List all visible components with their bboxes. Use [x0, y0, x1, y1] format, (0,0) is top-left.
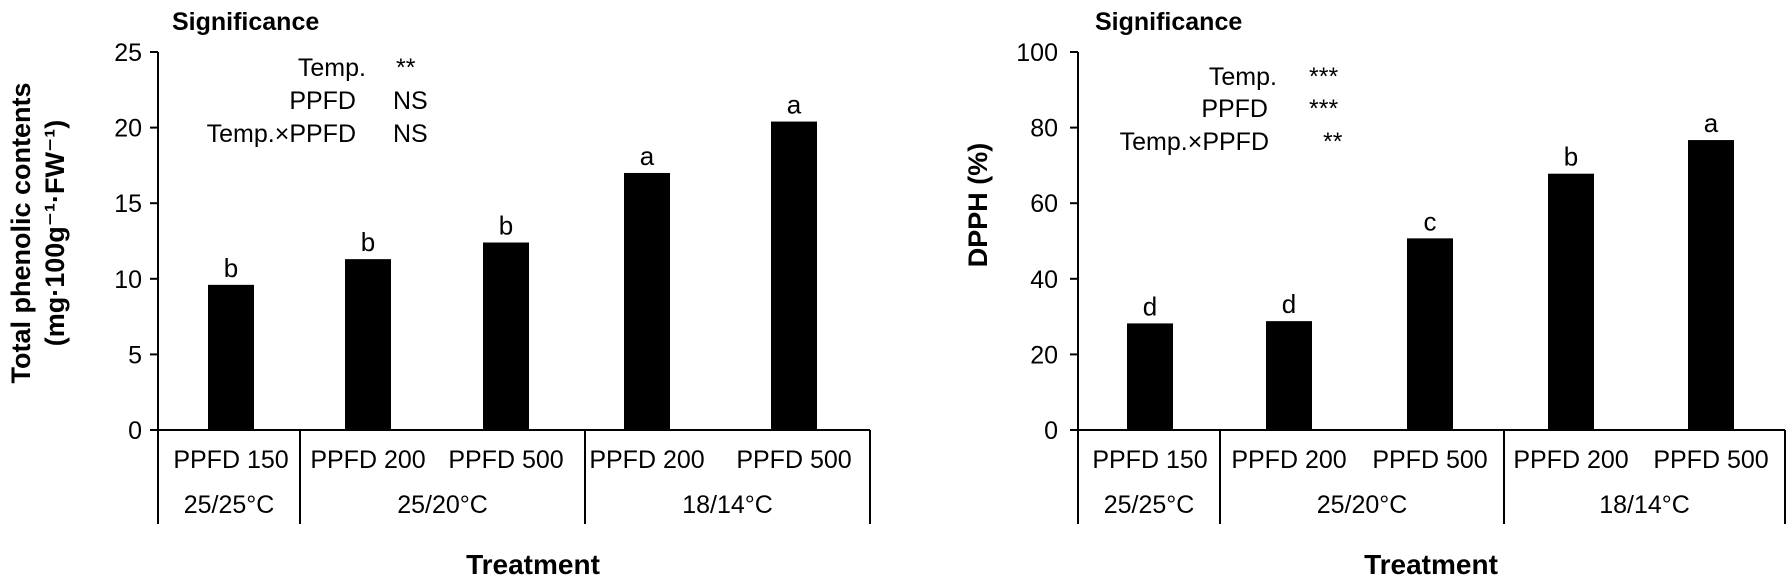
y-axis-label-line2: (mg·100g⁻¹·FW⁻¹): [40, 120, 70, 346]
significance-letter: b: [499, 211, 513, 241]
sig-factor-interaction: Temp.×PPFD: [1120, 128, 1269, 156]
category-label: PPFD 500: [1653, 446, 1768, 474]
sig-factor-ppfd: PPFD: [1201, 95, 1268, 123]
significance-letter: b: [361, 227, 375, 257]
category-label: PPFD 150: [173, 446, 288, 474]
sig-value-interaction: NS: [393, 120, 428, 148]
group-label: 25/25°C: [184, 491, 275, 519]
bars: b b b a a: [208, 90, 817, 430]
significance-letter: a: [787, 90, 802, 120]
category-label: PPFD 500: [448, 446, 563, 474]
significance-letter: b: [1564, 142, 1578, 172]
y-tick-label: 60: [1030, 190, 1058, 218]
sig-value-temp: ***: [1309, 63, 1338, 91]
axes: 0 20 40 60 80 100 25/25°C 25/20°C 18/14°C PPFD 15…: [1016, 39, 1786, 524]
y-tick-label: 80: [1030, 115, 1058, 143]
y-tick-label: 5: [128, 341, 142, 369]
category-label: PPFD 500: [736, 446, 851, 474]
group-label: 25/20°C: [397, 491, 488, 519]
significance-letter: b: [224, 253, 238, 283]
y-axis-label: DPPH (%): [963, 143, 993, 268]
category-label: PPFD 150: [1092, 446, 1207, 474]
significance-table: Temp. *** PPFD *** Temp.×PPFD **: [1120, 63, 1343, 156]
group-label: 18/14°C: [1599, 491, 1690, 519]
bar: [771, 121, 817, 430]
sig-factor-temp: Temp.: [298, 54, 366, 82]
x-axis-label: Treatment: [466, 549, 600, 580]
bar: [1548, 173, 1594, 430]
chart-title: Significance: [1095, 8, 1242, 36]
bar: [208, 284, 254, 430]
category-label: PPFD 500: [1372, 446, 1487, 474]
bar: [1407, 238, 1453, 430]
chart-title: Significance: [172, 8, 319, 36]
category-label: PPFD 200: [310, 446, 425, 474]
significance-letter: d: [1143, 291, 1157, 321]
phenolic-chart: Significance Temp. ** PPFD NS Temp.×PPFD…: [6, 8, 871, 580]
sig-value-interaction: **: [1323, 128, 1343, 156]
dpph-chart: Significance Temp. *** PPFD *** Temp.×PP…: [963, 8, 1786, 580]
y-tick-label: 20: [1030, 341, 1058, 369]
significance-letter: c: [1424, 206, 1437, 236]
y-axis-label-line1: Total phenolic contents: [6, 82, 36, 383]
category-label: PPFD 200: [1231, 446, 1346, 474]
y-tick-label: 0: [128, 417, 142, 445]
y-tick-label: 100: [1016, 39, 1058, 67]
y-tick-label: 40: [1030, 266, 1058, 294]
bars: d d c b a: [1127, 108, 1734, 430]
sig-value-temp: **: [396, 54, 416, 82]
y-tick-label: 20: [114, 115, 142, 143]
bar: [1127, 323, 1173, 430]
significance-table: Temp. ** PPFD NS Temp.×PPFD NS: [207, 54, 428, 148]
y-tick-label: 15: [114, 190, 142, 218]
bar: [483, 242, 529, 430]
sig-factor-temp: Temp.: [1209, 63, 1277, 91]
significance-letter: a: [1704, 108, 1719, 138]
bar: [624, 172, 670, 430]
sig-factor-ppfd: PPFD: [289, 87, 356, 115]
group-label: 25/20°C: [1317, 491, 1408, 519]
group-label: 25/25°C: [1104, 491, 1195, 519]
bar: [1688, 140, 1734, 430]
category-label: PPFD 200: [589, 446, 704, 474]
bar: [345, 259, 391, 430]
category-label: PPFD 200: [1513, 446, 1628, 474]
sig-factor-interaction: Temp.×PPFD: [207, 120, 356, 148]
sig-value-ppfd: NS: [393, 87, 428, 115]
significance-letter: d: [1282, 289, 1296, 319]
y-tick-label: 10: [114, 266, 142, 294]
y-tick-label: 25: [114, 39, 142, 67]
x-axis-label: Treatment: [1364, 549, 1498, 580]
y-tick-label: 0: [1044, 417, 1058, 445]
group-label: 18/14°C: [682, 491, 773, 519]
bar: [1266, 321, 1312, 430]
significance-letter: a: [640, 141, 655, 171]
sig-value-ppfd: ***: [1309, 95, 1338, 123]
